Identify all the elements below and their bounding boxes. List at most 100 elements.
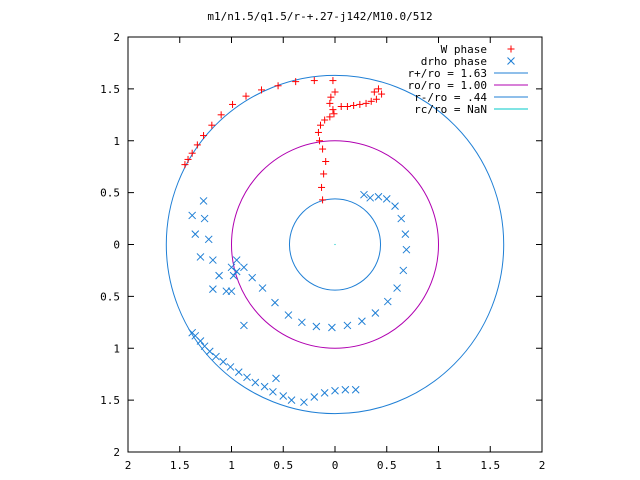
drho-phase-point: [260, 382, 269, 391]
cross-b: [258, 284, 267, 292]
drho-phase-point: [366, 193, 375, 202]
drho-phase-point: [240, 263, 248, 272]
cross-b: [243, 373, 251, 382]
w-phase-point: [326, 99, 334, 107]
drho-phase-point: [300, 398, 308, 407]
w-phase-point: [337, 103, 345, 111]
drho-phase-point: [391, 202, 399, 210]
drho-phase-point: [215, 271, 223, 280]
x-tick-label: 1.5: [170, 459, 190, 472]
drho-phase-point: [227, 263, 236, 272]
cross-b: [215, 271, 223, 280]
y-tick-label: 2: [113, 31, 120, 44]
cross-b: [272, 374, 280, 383]
cross-b: [393, 284, 401, 292]
drho-phase-point: [312, 322, 321, 331]
cross-b: [397, 214, 406, 223]
w-phase-point: [317, 121, 325, 129]
cross-b: [271, 298, 279, 307]
w-phase-point: [258, 86, 266, 94]
w-phase-point: [372, 95, 380, 103]
cross-b: [200, 214, 209, 223]
drho-phase-point: [341, 385, 350, 394]
cross-b: [374, 192, 383, 201]
w-phase-point: [200, 132, 208, 140]
w-phase-point: [362, 99, 370, 107]
y-tick-label: 1: [113, 135, 120, 148]
cross-b: [371, 309, 380, 317]
cross-b: [507, 57, 515, 65]
drho-phase-point: [320, 389, 329, 397]
cross-b: [269, 387, 277, 396]
radius-circle: [165, 74, 505, 415]
cross-b: [227, 263, 236, 272]
drho-phase-point: [204, 235, 213, 244]
y-tick-label: 1.5: [100, 394, 120, 407]
drho-phase-point: [328, 323, 336, 332]
cross-b: [212, 352, 220, 361]
w-phase-point: [374, 85, 382, 93]
cross-b: [341, 385, 350, 394]
cross-b: [205, 347, 214, 356]
drho-phase-point: [234, 368, 243, 376]
cross-b: [251, 378, 260, 387]
drho-phase-point: [351, 385, 360, 394]
drho-phase-point: [229, 271, 238, 280]
cross-b: [300, 398, 308, 407]
x-tick-label: 1.5: [480, 459, 500, 472]
drho-phase-point: [232, 267, 241, 276]
w-phase-point: [329, 77, 337, 85]
w-phase-point: [217, 111, 225, 119]
w-phase-point: [343, 103, 351, 111]
w-phase-point: [378, 90, 386, 98]
drho-phase-point: [209, 285, 217, 293]
w-phase-point: [181, 161, 189, 169]
drho-phase-point: [191, 230, 200, 238]
legend-marker: [507, 45, 515, 53]
drho-phase-point: [232, 256, 241, 264]
drho-phase-point: [279, 392, 288, 400]
w-phase-point: [208, 121, 216, 129]
drho-phase-point: [284, 311, 293, 319]
cross-b: [312, 322, 321, 331]
drho-phase-point: [205, 347, 214, 356]
w-phase-point: [319, 145, 327, 153]
cross-b: [358, 317, 366, 326]
drho-phase-point: [382, 194, 391, 203]
w-phase-point: [315, 137, 323, 145]
legend-label: r+/ro = 1.63: [408, 67, 487, 80]
cross-b: [383, 297, 392, 306]
drho-phase-point: [243, 373, 251, 382]
x-tick-label: 1: [435, 459, 442, 472]
w-phase-point: [318, 183, 326, 191]
drho-phase-point: [399, 266, 408, 275]
w-phase-point: [350, 101, 358, 109]
cross-b: [279, 392, 288, 400]
chart-title: m1/n1.5/q1.5/r-+.27-j142/M10.0/512: [207, 10, 433, 23]
drho-phase-point: [258, 284, 267, 292]
cross-b: [287, 396, 296, 404]
drho-phase-point: [188, 211, 197, 220]
drho-phase-point: [402, 245, 411, 254]
drho-phase-point: [331, 386, 339, 395]
drho-phase-point: [360, 190, 368, 199]
w-phase-point: [356, 100, 364, 108]
drho-phase-point: [393, 284, 401, 292]
x-tick-label: 2: [539, 459, 546, 472]
cross-b: [298, 318, 306, 327]
cross-b: [310, 393, 319, 401]
cross-b: [191, 331, 200, 340]
x-tick-label: 1: [228, 459, 235, 472]
cross-b: [232, 256, 241, 264]
cross-b: [331, 386, 339, 395]
cross-b: [226, 363, 235, 371]
cross-b: [196, 337, 205, 345]
drho-phase-point: [310, 393, 319, 401]
w-phase-point: [322, 158, 330, 165]
cross-b: [188, 211, 197, 220]
w-phase-point: [326, 113, 334, 121]
w-phase-point: [193, 141, 201, 149]
y-tick-label: 1: [113, 342, 120, 355]
cross-b: [284, 311, 293, 319]
